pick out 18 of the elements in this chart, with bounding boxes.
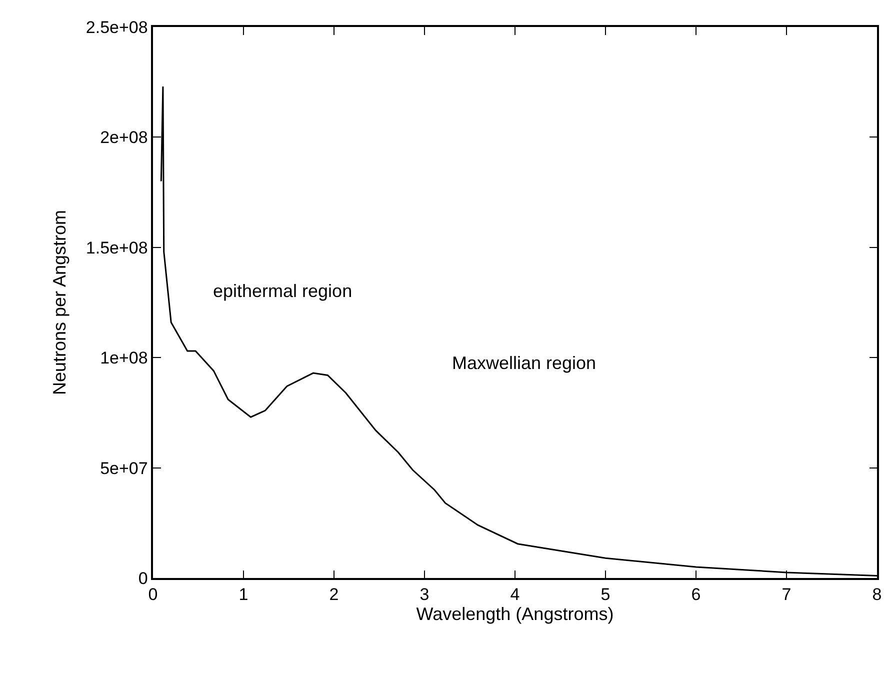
annotation: epithermal region	[213, 281, 352, 301]
y-axis-title: Neutrons per Angstrom	[50, 210, 70, 396]
y-tick-label: 2e+08	[100, 128, 148, 148]
x-tick-label: 5	[600, 585, 610, 604]
y-tick-label: 2.5e+08	[86, 18, 148, 37]
y-tick-label: 5e+07	[100, 458, 148, 478]
x-tick-label: 3	[420, 585, 430, 604]
annotation: Maxwellian region	[452, 353, 596, 373]
x-tick-label: 1	[238, 585, 248, 604]
x-tick-label: 6	[691, 585, 701, 604]
x-axis-title: Wavelength (Angstroms)	[416, 604, 614, 624]
x-tick-label: 2	[329, 585, 339, 604]
y-tick-label: 1e+08	[100, 348, 148, 368]
x-tick-label: 7	[782, 585, 792, 604]
y-tick-label: 1.5e+08	[86, 238, 148, 258]
x-tick-label: 8	[872, 585, 882, 604]
x-tick-label: 4	[510, 585, 520, 604]
y-tick-label: 0	[138, 568, 148, 588]
